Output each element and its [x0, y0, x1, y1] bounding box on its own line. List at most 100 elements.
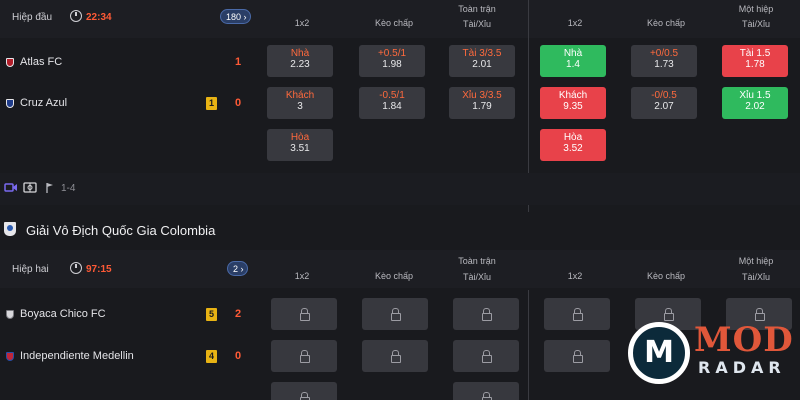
- col-1x2: 1x2: [294, 271, 310, 281]
- corners-score: 1-4: [61, 183, 76, 194]
- odds-label: Xỉu 1.5: [739, 90, 771, 101]
- video-icon[interactable]: [4, 182, 18, 196]
- odds-value: 1.4: [566, 59, 580, 70]
- odds-ft-handicap-away[interactable]: -0.5/1 1.84: [359, 87, 425, 119]
- lock-icon: [481, 350, 492, 363]
- odds-value: 9.35: [563, 101, 583, 112]
- more-markets-button[interactable]: 2 ›: [227, 261, 248, 276]
- odds-half-1x2-home[interactable]: Nhà 1.4: [540, 45, 606, 77]
- home-team-name: Boyaca Chico FC: [20, 308, 106, 320]
- match1-header: Hiệp đầu 22:34 180 › 1x2 Kèo chấp Toàn t…: [0, 0, 800, 38]
- odds-half-handicap-home[interactable]: +0/0.5 1.73: [631, 45, 697, 77]
- lock-icon: [572, 350, 583, 363]
- watermark-line2: RADAR: [698, 358, 786, 377]
- chevron-right-icon: ›: [240, 264, 244, 274]
- divider: [528, 290, 529, 400]
- col-half-handicap: Kèo chấp: [646, 18, 686, 28]
- lock-icon: [572, 308, 583, 321]
- league-name: Giải Vô Địch Quốc Gia Colombia: [26, 223, 216, 238]
- col-over-under: Tài/Xỉu: [462, 19, 491, 29]
- match1-phase: Hiệp đầu: [12, 12, 53, 23]
- odds-ft-over[interactable]: Tài 3/3.5 2.01: [449, 45, 515, 77]
- col-half-handicap: Kèo chấp: [646, 271, 686, 281]
- team-crest-icon: [6, 351, 14, 361]
- odds-value: 1.79: [472, 101, 492, 112]
- locked-odds: [726, 298, 792, 330]
- more-markets-button[interactable]: 180 ›: [220, 9, 251, 24]
- team-crest-icon: [6, 57, 14, 67]
- lock-icon: [663, 308, 674, 321]
- more-markets-count: 2: [233, 264, 239, 274]
- away-team[interactable]: Independiente Medellin: [6, 350, 134, 362]
- lock-icon: [481, 308, 492, 321]
- odds-value: 2.23: [290, 59, 310, 70]
- match2-phase: Hiệp hai: [12, 264, 49, 275]
- odds-ft-1x2-home[interactable]: Nhà 2.23: [267, 45, 333, 77]
- home-score: 1: [235, 56, 242, 68]
- lock-icon: [390, 308, 401, 321]
- clock-icon: [70, 262, 82, 274]
- home-team[interactable]: Atlas FC: [6, 56, 62, 68]
- odds-label: -0/0.5: [651, 90, 677, 101]
- odds-ft-handicap-home[interactable]: +0.5/1 1.98: [359, 45, 425, 77]
- lock-icon: [299, 308, 310, 321]
- locked-odds: [544, 298, 610, 330]
- odds-half-over[interactable]: Tài 1.5 1.78: [722, 45, 788, 77]
- odds-label: Xỉu 3/3.5: [462, 90, 502, 101]
- match1-time: 22:34: [86, 12, 112, 23]
- odds-half-under[interactable]: Xỉu 1.5 2.02: [722, 87, 788, 119]
- match1-footer: 1-4: [0, 173, 800, 205]
- odds-ft-1x2-draw[interactable]: Hòa 3.51: [267, 129, 333, 161]
- odds-value: 2.02: [745, 101, 765, 112]
- odds-value: 3: [297, 101, 303, 112]
- odds-value: 1.84: [382, 101, 402, 112]
- col-handicap: Kèo chấp: [374, 18, 414, 28]
- odds-value: 3.51: [290, 143, 310, 154]
- col-half-over-under: Tài/Xỉu: [741, 19, 770, 29]
- away-team[interactable]: Cruz Azul: [6, 97, 67, 109]
- odds-value: 1.78: [745, 59, 765, 70]
- odds-value: 3.52: [563, 143, 583, 154]
- away-team-name: Independiente Medellin: [20, 350, 134, 362]
- odds-label: Tài 1.5: [739, 48, 771, 59]
- col-1x2: 1x2: [294, 18, 310, 28]
- more-markets-count: 180: [226, 12, 242, 22]
- yellow-card-count: 1: [206, 97, 217, 110]
- match2-time: 97:15: [86, 264, 112, 275]
- col-full-time-group: Toàn trận: [458, 256, 496, 266]
- odds-ft-1x2-away[interactable]: Khách 3: [267, 87, 333, 119]
- lock-icon: [481, 392, 492, 400]
- odds-label: Khách: [558, 90, 588, 101]
- home-team[interactable]: Boyaca Chico FC: [6, 308, 106, 320]
- odds-label: Nhà: [563, 48, 583, 59]
- home-score: 2: [235, 308, 242, 320]
- locked-odds: [362, 298, 428, 330]
- away-score: 0: [235, 350, 242, 362]
- odds-value: 1.73: [654, 59, 674, 70]
- divider: [528, 0, 529, 212]
- locked-odds: [271, 382, 337, 400]
- away-score: 0: [235, 97, 242, 109]
- col-half-over-under: Tài/Xỉu: [741, 272, 770, 282]
- league-header[interactable]: Giải Vô Địch Quốc Gia Colombia: [0, 213, 800, 247]
- col-half-group: Một hiệp: [738, 4, 774, 14]
- team-crest-icon: [6, 309, 14, 319]
- home-team-name: Atlas FC: [20, 56, 63, 68]
- odds-ft-under[interactable]: Xỉu 3/3.5 1.79: [449, 87, 515, 119]
- odds-half-1x2-draw[interactable]: Hòa 3.52: [540, 129, 606, 161]
- odds-half-1x2-away[interactable]: Khách 9.35: [540, 87, 606, 119]
- col-handicap: Kèo chấp: [374, 271, 414, 281]
- odds-label: Hòa: [290, 132, 310, 143]
- yellow-card-count: 4: [206, 350, 217, 363]
- away-team-name: Cruz Azul: [20, 97, 68, 109]
- odds-half-handicap-away[interactable]: -0/0.5 2.07: [631, 87, 697, 119]
- stats-icon[interactable]: [23, 182, 37, 196]
- logo-emblem-icon: M: [628, 322, 690, 384]
- col-over-under: Tài/Xỉu: [462, 272, 491, 282]
- odds-value: 2.01: [472, 59, 492, 70]
- locked-odds: [453, 382, 519, 400]
- odds-label: +0.5/1: [377, 48, 407, 59]
- lock-icon: [390, 350, 401, 363]
- odds-label: Tài 3/3.5: [462, 48, 502, 59]
- match2-header: Hiệp hai 97:15 2 › 1x2 Kèo chấp Toàn trậ…: [0, 250, 800, 288]
